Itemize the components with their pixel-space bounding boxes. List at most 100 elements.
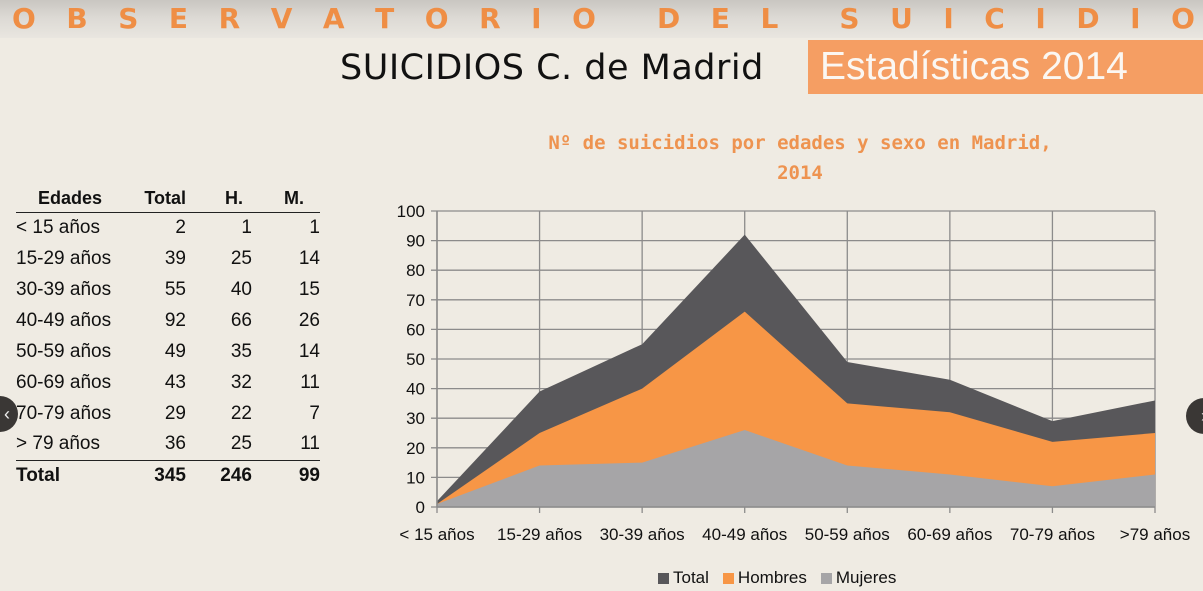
x-tick-label: 50-59 años	[805, 525, 890, 544]
x-tick-label: 40-49 años	[702, 525, 787, 544]
cell-age-group: > 79 años	[16, 429, 144, 461]
cell-total: 2	[175, 216, 186, 238]
header-total: Total	[144, 186, 186, 213]
x-tick-label: < 15 años	[399, 525, 474, 544]
chart-legend: Total Hombres Mujeres	[658, 568, 896, 588]
cell-age-group: 15-29 años	[16, 247, 112, 269]
x-tick-label: 15-29 años	[497, 525, 582, 544]
y-tick-label: 100	[397, 202, 425, 221]
area-hombres	[437, 311, 1155, 507]
banner-letter: O	[424, 2, 449, 35]
banner-letter: E	[168, 2, 189, 35]
x-tick-label: 30-39 años	[600, 525, 685, 544]
chevron-right-icon[interactable]: ›	[1186, 398, 1203, 434]
table-row: 50-59 años 49 35 14	[16, 336, 320, 367]
banner-letter: I	[1130, 2, 1141, 35]
chart-title-line-1: Nº de suicidios por edades y sexo en Mad…	[548, 132, 1052, 154]
banner-letter: D	[657, 2, 681, 35]
x-tick-label: >79 años	[1120, 525, 1190, 544]
banner-letter: O	[1171, 2, 1195, 35]
banner-letter: I	[1035, 2, 1046, 35]
banner-letter: D	[1076, 2, 1100, 35]
legend-swatch	[820, 572, 832, 584]
y-tick-label: 80	[406, 261, 425, 280]
cell-total: 39	[164, 247, 186, 269]
cell-total: 29	[164, 402, 186, 424]
cell-mujeres: 14	[298, 340, 320, 362]
legend-item-hombres: Hombres	[722, 568, 807, 588]
x-tick-label: 70-79 años	[1010, 525, 1095, 544]
page-title: SUICIDIOS C. de Madrid	[340, 48, 764, 88]
legend-label: Total	[673, 568, 709, 587]
cell-total: 92	[164, 309, 186, 331]
cell-total-label: Total	[16, 464, 60, 486]
table-row: 15-29 años 39 25 14	[16, 243, 320, 274]
cell-mujeres: 7	[309, 402, 320, 424]
cell-hombres: 22	[230, 402, 252, 424]
banner-letter: S	[118, 2, 139, 35]
chevron-left-icon[interactable]: ‹	[0, 396, 18, 432]
table-total-row: Total 345 246 99	[16, 460, 320, 491]
cell-hombres: 1	[241, 216, 252, 238]
cell-hombres: 32	[230, 371, 252, 393]
cell-mujeres: 14	[298, 247, 320, 269]
cell-mujeres: 1	[309, 216, 320, 238]
table-row: 60-69 años 43 32 11	[16, 367, 320, 398]
cell-age-group: 70-79 años	[16, 402, 112, 424]
header-edades: Edades	[16, 186, 144, 213]
cell-age-group: 60-69 años	[16, 371, 112, 393]
table-row: 70-79 años 29 22 7	[16, 398, 320, 429]
cell-age-group: 50-59 años	[16, 340, 112, 362]
banner-letter: R	[218, 2, 241, 35]
banner-letter: U	[890, 2, 913, 35]
legend-swatch	[658, 572, 669, 584]
cell-total: 55	[164, 278, 186, 300]
cell-hombres: 40	[230, 278, 252, 300]
table-row: 40-49 años 92 66 26	[16, 305, 320, 336]
x-tick-label: 60-69 años	[907, 525, 992, 544]
cell-mujeres-sum: 99	[298, 464, 320, 486]
cell-total: 36	[144, 429, 186, 461]
legend-item-total: Total	[658, 568, 709, 588]
table-row: > 79 años 36 25 11	[16, 429, 320, 461]
banner-letter: I	[531, 2, 542, 35]
banner-letter: I	[943, 2, 954, 35]
cell-age-group: 30-39 años	[16, 278, 112, 300]
y-tick-label: 90	[406, 232, 425, 251]
chart-title-line-2: 2014	[777, 162, 823, 184]
cell-age-group: < 15 años	[16, 216, 100, 238]
chart-title: Nº de suicidios por edades y sexo en Mad…	[440, 128, 1160, 188]
y-tick-label: 50	[406, 350, 425, 369]
cell-total-sum: 345	[154, 464, 186, 486]
y-tick-label: 30	[406, 409, 425, 428]
cell-hombres: 25	[186, 429, 252, 461]
banner-letter: V	[270, 2, 293, 35]
cell-age-group: 40-49 años	[16, 309, 112, 331]
banner-letter: C	[984, 2, 1005, 35]
table-header-row: Edades Total H. M.	[16, 186, 320, 213]
cell-mujeres: 15	[298, 278, 320, 300]
cell-hombres: 35	[230, 340, 252, 362]
table-row: < 15 años 2 1 1	[16, 212, 320, 243]
y-tick-label: 10	[406, 468, 425, 487]
banner-letter: S	[839, 2, 860, 35]
legend-item-mujeres: Mujeres	[820, 568, 896, 588]
statistics-table: Edades Total H. M. < 15 años 2 1 1 15-29 año…	[16, 186, 320, 491]
cell-mujeres: 26	[298, 309, 320, 331]
legend-label: Hombres	[737, 568, 807, 587]
cell-mujeres: 11	[300, 371, 320, 393]
cell-total: 43	[164, 371, 186, 393]
header-hombres: H.	[186, 186, 252, 213]
y-tick-label: 70	[406, 291, 425, 310]
stats-year-badge: Estadísticas 2014	[808, 40, 1203, 94]
header-mujeres: M.	[252, 186, 320, 213]
y-tick-label: 40	[406, 380, 425, 399]
cell-mujeres: 11	[252, 429, 320, 461]
cell-hombres-sum: 246	[220, 464, 252, 486]
cell-total: 49	[164, 340, 186, 362]
banner-letter: T	[375, 2, 395, 35]
legend-swatch	[722, 572, 734, 584]
banner-letter: O	[572, 2, 596, 35]
